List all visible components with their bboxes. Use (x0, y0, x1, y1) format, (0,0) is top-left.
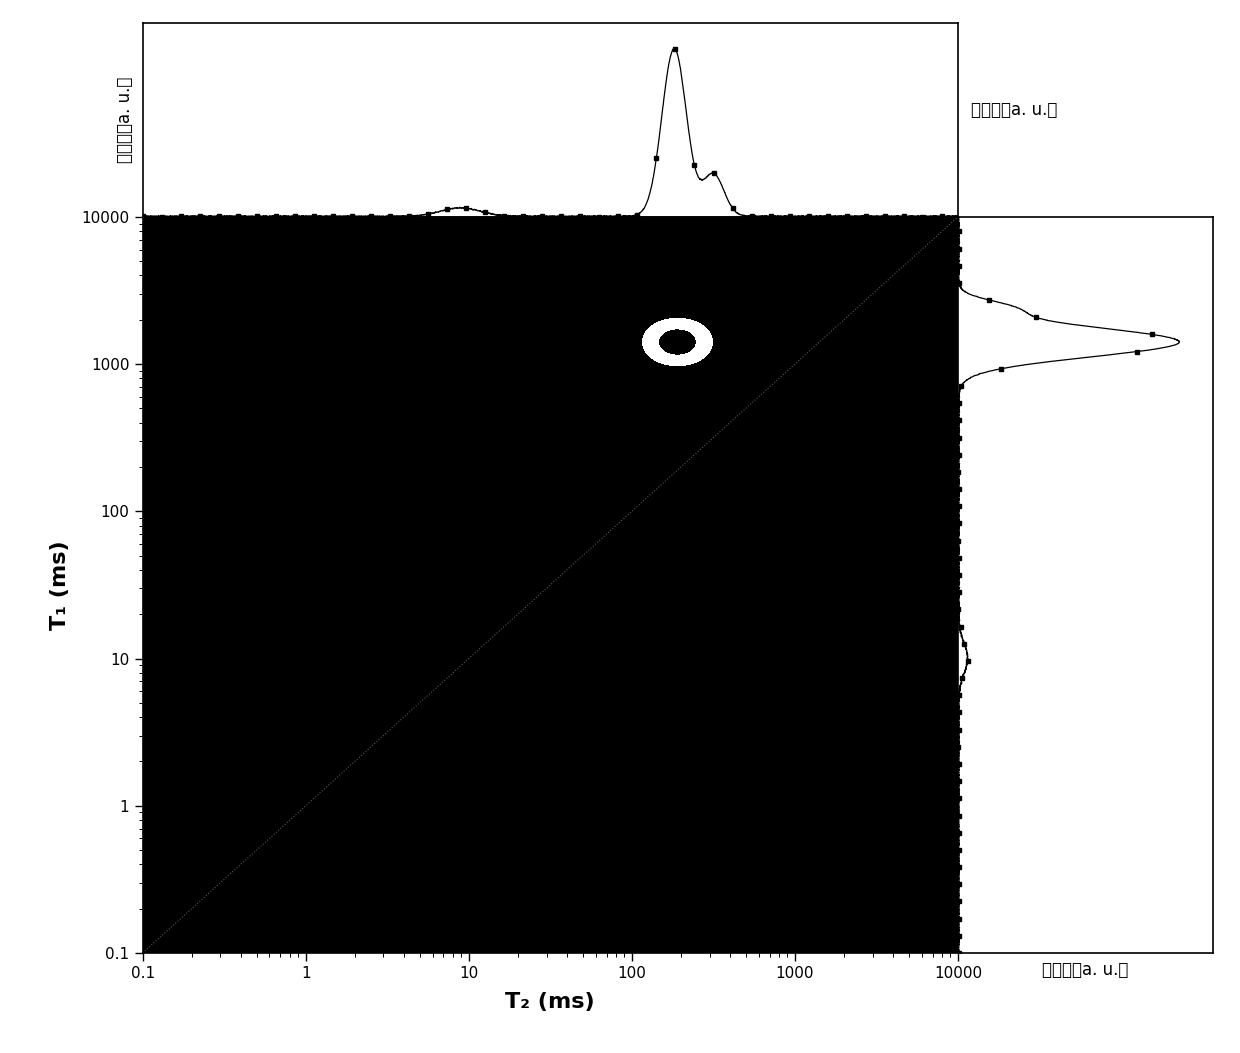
X-axis label: T₂ (ms): T₂ (ms) (506, 992, 595, 1012)
Y-axis label: T₁ (ms): T₁ (ms) (50, 540, 71, 630)
X-axis label: 信号量（a. u.）: 信号量（a. u.） (1042, 961, 1128, 979)
Text: 信号量（a. u.）: 信号量（a. u.） (971, 101, 1056, 119)
Y-axis label: 信号量（a. u.）: 信号量（a. u.） (117, 77, 134, 163)
